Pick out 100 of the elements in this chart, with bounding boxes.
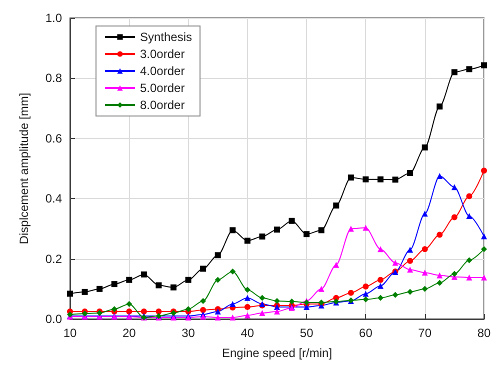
point	[318, 286, 324, 292]
point	[481, 168, 487, 174]
point	[126, 300, 132, 307]
point	[362, 290, 369, 297]
point	[481, 62, 487, 68]
point	[140, 308, 147, 314]
y-tick-label: 0.6	[45, 131, 62, 146]
point	[82, 288, 88, 295]
point	[274, 298, 280, 304]
point	[422, 144, 428, 150]
point	[481, 274, 487, 280]
y-tick-label: 0.4	[45, 192, 62, 206]
point	[244, 286, 250, 293]
point	[407, 288, 414, 295]
legend-label: 8.0order	[140, 98, 185, 112]
point	[288, 298, 295, 305]
point	[200, 298, 206, 304]
point	[140, 271, 147, 278]
point	[318, 227, 324, 234]
point	[466, 274, 472, 280]
point	[436, 280, 443, 286]
point	[422, 210, 428, 217]
point	[392, 260, 398, 266]
point	[362, 296, 369, 302]
point	[348, 290, 354, 296]
point	[378, 246, 384, 252]
point	[436, 103, 443, 110]
y-tick-label: 0.0	[45, 312, 62, 326]
point	[126, 308, 132, 314]
x-tick-label: 50	[300, 326, 314, 340]
y-tick-label: 1.0	[45, 11, 62, 25]
y-tick-label: 0.2	[45, 252, 62, 266]
point	[126, 276, 132, 283]
point	[407, 246, 414, 253]
legend-label: 5.0order	[140, 81, 185, 95]
point	[422, 246, 428, 252]
point	[481, 246, 487, 252]
point	[333, 262, 340, 268]
x-tick-label: 70	[418, 326, 432, 340]
point	[244, 304, 250, 310]
point	[466, 213, 472, 220]
point	[422, 286, 428, 292]
point	[244, 312, 250, 318]
point	[230, 268, 236, 274]
point	[67, 290, 73, 297]
point	[378, 282, 384, 289]
point	[200, 306, 206, 313]
point	[348, 174, 354, 181]
point	[407, 170, 414, 176]
point	[481, 233, 487, 240]
x-tick-label: 40	[240, 326, 254, 340]
point	[362, 176, 369, 182]
legend-label: 4.0order	[140, 64, 185, 78]
point	[259, 294, 266, 301]
point	[259, 310, 266, 316]
point	[156, 282, 162, 288]
point	[185, 276, 192, 283]
point	[304, 231, 310, 238]
x-tick-label: 30	[182, 326, 196, 340]
point	[214, 252, 221, 258]
point	[451, 69, 458, 76]
point	[274, 226, 280, 233]
point	[82, 310, 88, 317]
point	[378, 294, 384, 301]
point	[392, 292, 398, 298]
point	[230, 227, 236, 234]
x-tick-label: 60	[359, 326, 373, 340]
point	[362, 283, 369, 290]
point	[466, 66, 472, 72]
point	[333, 202, 340, 209]
point	[436, 232, 443, 238]
y-axis-title: Displcement amplitude [mm]	[17, 92, 31, 244]
point	[378, 176, 384, 182]
point	[259, 234, 266, 240]
point	[274, 308, 280, 314]
point	[156, 308, 162, 314]
legend-label: 3.0order	[140, 47, 185, 61]
point	[436, 272, 443, 278]
point	[170, 284, 176, 290]
point	[451, 184, 458, 190]
point	[378, 276, 384, 283]
point	[362, 224, 369, 231]
x-tick-label: 80	[477, 326, 491, 340]
point	[392, 176, 398, 183]
point	[422, 270, 428, 276]
point	[451, 270, 458, 277]
point	[200, 266, 206, 272]
y-tick-label: 0.8	[45, 71, 62, 86]
x-tick-label: 10	[63, 326, 77, 340]
point	[214, 276, 221, 283]
point	[96, 286, 103, 292]
point	[436, 173, 443, 180]
legend-label: Synthesis	[140, 30, 192, 44]
point	[407, 266, 414, 273]
point	[230, 314, 236, 320]
point	[230, 300, 236, 307]
point	[111, 281, 118, 288]
point	[466, 257, 472, 264]
x-axis-title: Engine speed [r/min]	[222, 346, 332, 360]
point	[348, 226, 354, 232]
